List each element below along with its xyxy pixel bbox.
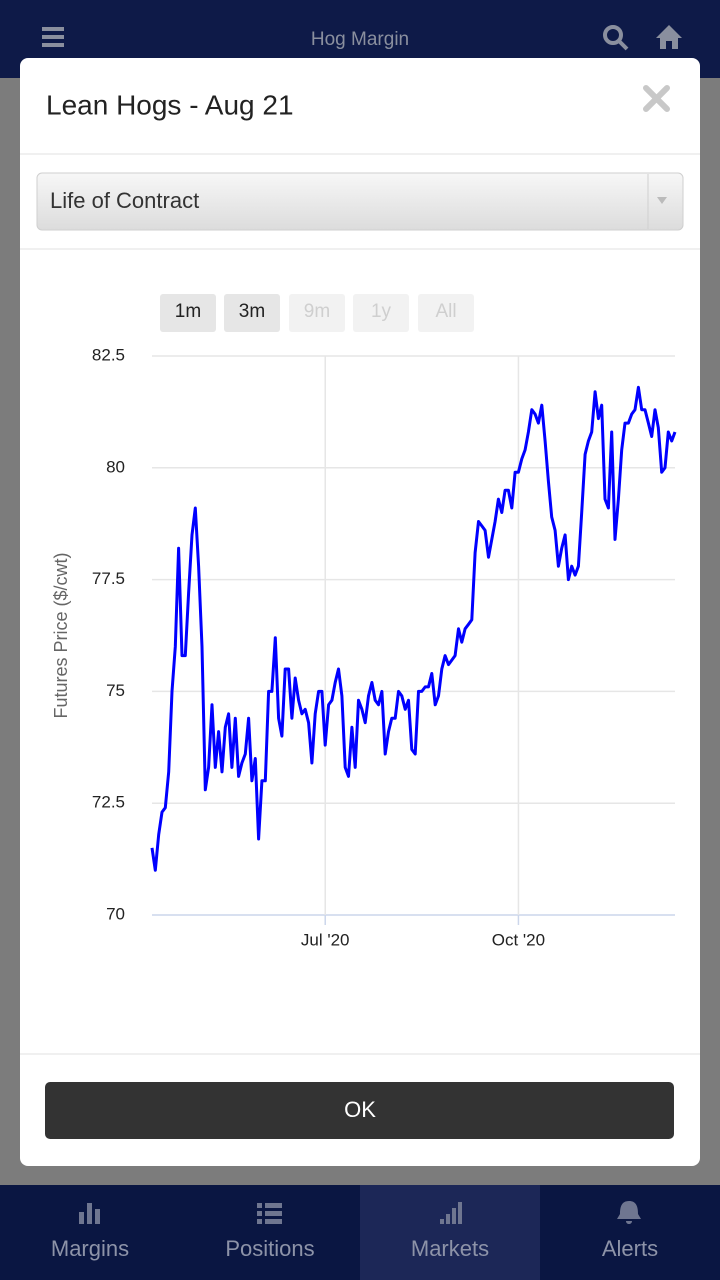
search-icon[interactable] bbox=[603, 25, 629, 51]
range-button[interactable] bbox=[224, 294, 280, 332]
y-tick-label: 80 bbox=[106, 457, 125, 476]
menu-bar bbox=[42, 43, 64, 47]
positions-icon bbox=[257, 1203, 282, 1224]
tab-label[interactable]: Margins bbox=[51, 1236, 129, 1261]
close-stroke bbox=[643, 85, 670, 112]
range-button bbox=[353, 294, 409, 332]
ok-label: OK bbox=[344, 1097, 376, 1122]
y-tick-label: 70 bbox=[106, 904, 125, 923]
menu-bar bbox=[42, 27, 64, 31]
range-button[interactable] bbox=[160, 294, 216, 332]
search-lens bbox=[603, 25, 623, 45]
price-line bbox=[150, 385, 677, 872]
markets-icon bbox=[440, 1202, 462, 1224]
active-tab bbox=[360, 1185, 540, 1280]
y-tick-label: 77.5 bbox=[92, 569, 125, 588]
y-tick-label: 82.5 bbox=[92, 345, 125, 364]
range-button-label: All bbox=[435, 301, 456, 322]
menu-bar bbox=[42, 35, 64, 39]
select-arrow bbox=[657, 197, 667, 204]
alerts-icon bbox=[617, 1201, 641, 1224]
tab-label[interactable]: Alerts bbox=[602, 1236, 658, 1261]
menu-icon[interactable] bbox=[42, 27, 64, 47]
search-handle bbox=[617, 39, 629, 51]
dialog bbox=[20, 58, 700, 1166]
range-button-label: 1m bbox=[175, 301, 201, 322]
y-axis-label: Futures Price ($/cwt) bbox=[51, 552, 71, 718]
ok-button[interactable] bbox=[45, 1082, 674, 1139]
home-icon[interactable] bbox=[656, 25, 682, 49]
select-label: Life of Contract bbox=[50, 188, 199, 213]
app-title: Hog Margin bbox=[311, 29, 409, 50]
range-button-label: 9m bbox=[304, 301, 330, 322]
range-button bbox=[418, 294, 474, 332]
dialog-title: Lean Hogs - Aug 21 bbox=[46, 89, 294, 120]
range-select[interactable] bbox=[36, 172, 684, 231]
y-tick-label: 75 bbox=[106, 681, 125, 700]
range-button-label: 1y bbox=[371, 301, 392, 322]
tab-label[interactable]: Markets bbox=[411, 1236, 489, 1261]
x-tick-label: Oct '20 bbox=[492, 930, 545, 949]
x-tick-label: Jul '20 bbox=[301, 930, 350, 949]
y-tick-label: 72.5 bbox=[92, 793, 125, 812]
close-button[interactable] bbox=[643, 85, 670, 112]
tab-label[interactable]: Positions bbox=[225, 1236, 314, 1261]
margins-icon bbox=[79, 1203, 100, 1224]
range-button bbox=[289, 294, 345, 332]
range-button-label: 3m bbox=[239, 301, 265, 322]
